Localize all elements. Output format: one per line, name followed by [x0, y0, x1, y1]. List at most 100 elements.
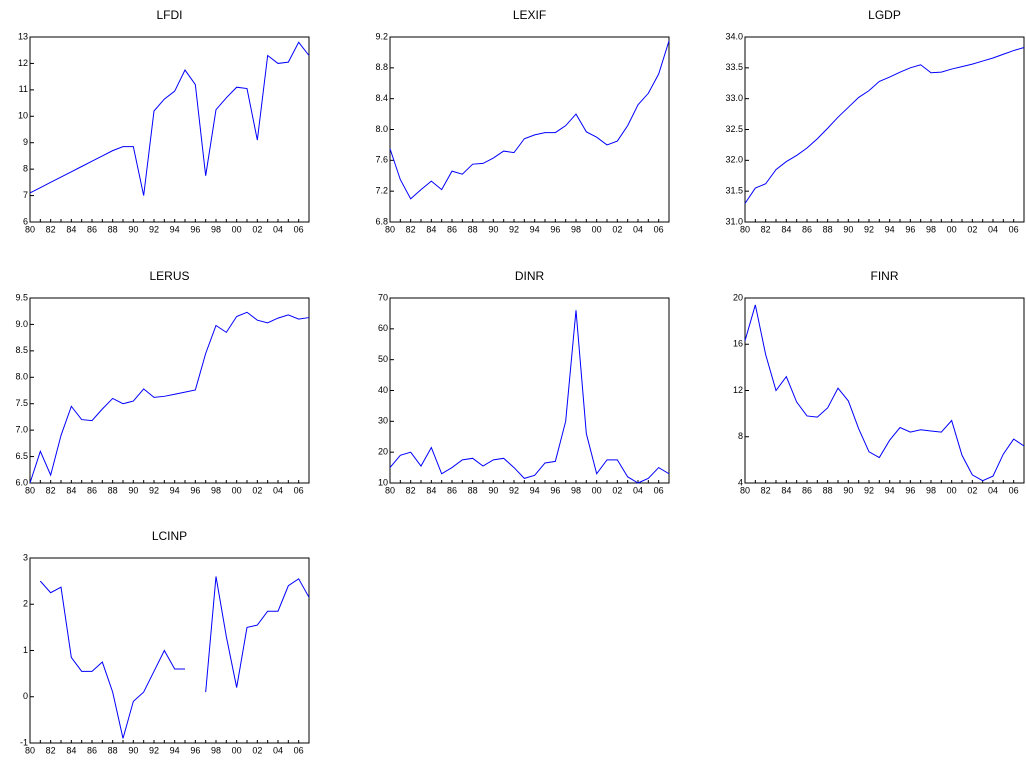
x-tick-label: 82 [46, 485, 56, 495]
plot-frame [390, 37, 669, 222]
series-line [745, 47, 1024, 203]
x-tick-label: 92 [149, 485, 159, 495]
y-tick-label: 9.2 [375, 31, 388, 41]
x-tick-label: 00 [947, 224, 957, 234]
y-tick-label: 8.0 [375, 124, 388, 134]
x-tick-label: 92 [509, 485, 519, 495]
x-tick-label: 92 [149, 745, 159, 755]
y-tick-label: 2 [23, 599, 28, 609]
x-tick-label: 80 [385, 224, 395, 234]
x-tick-label: 90 [843, 224, 853, 234]
plot-frame [30, 37, 309, 222]
x-tick-label: 82 [761, 485, 771, 495]
x-tick-label: 94 [530, 485, 540, 495]
y-tick-label: 13 [18, 31, 28, 41]
x-tick-label: 96 [190, 745, 200, 755]
x-tick-label: 02 [612, 485, 622, 495]
x-tick-label: 94 [170, 485, 180, 495]
x-tick-label: 92 [149, 224, 159, 234]
x-tick-label: 82 [406, 224, 416, 234]
x-tick-label: 82 [46, 745, 56, 755]
y-tick-label: 16 [733, 339, 743, 349]
y-tick-label: 8 [738, 431, 743, 441]
chart-title: LCINP [152, 529, 187, 543]
x-tick-label: 84 [781, 224, 791, 234]
y-tick-label: 20 [733, 292, 743, 302]
x-tick-label: 96 [905, 485, 915, 495]
x-tick-label: 94 [885, 224, 895, 234]
x-tick-label: 06 [294, 224, 304, 234]
y-tick-label: 30 [378, 416, 388, 426]
chart-title: FINR [871, 269, 899, 283]
y-tick-label: 0 [23, 691, 28, 701]
y-tick-label: 7.5 [15, 398, 28, 408]
x-tick-label: 98 [571, 224, 581, 234]
x-tick-label: 88 [468, 485, 478, 495]
y-tick-label: 10 [18, 111, 28, 121]
x-tick-label: 80 [25, 485, 35, 495]
chart-title: DINR [515, 269, 545, 283]
series-line [745, 305, 1024, 481]
x-tick-label: 86 [802, 224, 812, 234]
y-tick-label: 1 [23, 645, 28, 655]
x-tick-label: 84 [426, 224, 436, 234]
x-tick-label: 00 [232, 745, 242, 755]
y-tick-label: 6.5 [15, 451, 28, 461]
plot-frame [30, 558, 309, 743]
y-tick-label: 9.0 [15, 319, 28, 329]
x-tick-label: 90 [843, 485, 853, 495]
x-tick-label: 04 [633, 485, 643, 495]
y-tick-label: 32.0 [725, 155, 743, 165]
x-tick-label: 02 [252, 745, 262, 755]
plot-frame [745, 37, 1024, 222]
chart-grid: LFDI678910111213808284868890929496980002… [0, 0, 1026, 765]
y-tick-label: 9.5 [15, 292, 28, 302]
y-tick-label: 7.0 [15, 425, 28, 435]
x-tick-label: 80 [740, 485, 750, 495]
x-tick-label: 92 [864, 485, 874, 495]
x-tick-label: 88 [108, 485, 118, 495]
y-tick-label: 33.5 [725, 62, 743, 72]
x-tick-label: 06 [1009, 224, 1019, 234]
x-tick-label: 88 [823, 224, 833, 234]
x-tick-label: 86 [87, 745, 97, 755]
x-tick-label: 80 [385, 485, 395, 495]
x-tick-label: 98 [926, 485, 936, 495]
x-tick-label: 00 [592, 485, 602, 495]
x-tick-label: 90 [128, 745, 138, 755]
x-tick-label: 82 [406, 485, 416, 495]
x-tick-label: 98 [211, 485, 221, 495]
x-tick-label: 92 [509, 224, 519, 234]
y-tick-label: 8.4 [375, 93, 388, 103]
x-tick-label: 88 [108, 224, 118, 234]
chart-title: LEXIF [513, 8, 546, 22]
y-tick-label: 12 [18, 58, 28, 68]
y-tick-label: 12 [733, 385, 743, 395]
x-tick-label: 88 [468, 224, 478, 234]
x-tick-label: 96 [905, 224, 915, 234]
y-tick-label: 9 [23, 137, 28, 147]
x-tick-label: 90 [128, 224, 138, 234]
chart-title: LFDI [156, 8, 182, 22]
y-tick-label: 70 [378, 292, 388, 302]
x-tick-label: 84 [66, 224, 76, 234]
series-line [40, 577, 309, 739]
x-tick-label: 04 [273, 745, 283, 755]
x-tick-label: 04 [988, 485, 998, 495]
series-line [30, 42, 309, 195]
series-line [390, 41, 669, 199]
y-tick-label: 40 [378, 385, 388, 395]
x-tick-label: 98 [211, 224, 221, 234]
y-tick-label: 31.5 [725, 186, 743, 196]
x-tick-label: 96 [190, 224, 200, 234]
x-tick-label: 02 [967, 224, 977, 234]
y-tick-label: 8.0 [15, 372, 28, 382]
x-tick-label: 94 [885, 485, 895, 495]
x-tick-label: 88 [823, 485, 833, 495]
x-tick-label: 80 [740, 224, 750, 234]
y-tick-label: 3 [23, 552, 28, 562]
y-tick-label: 7 [23, 190, 28, 200]
x-tick-label: 98 [571, 485, 581, 495]
x-tick-label: 98 [211, 745, 221, 755]
x-tick-label: 04 [988, 224, 998, 234]
